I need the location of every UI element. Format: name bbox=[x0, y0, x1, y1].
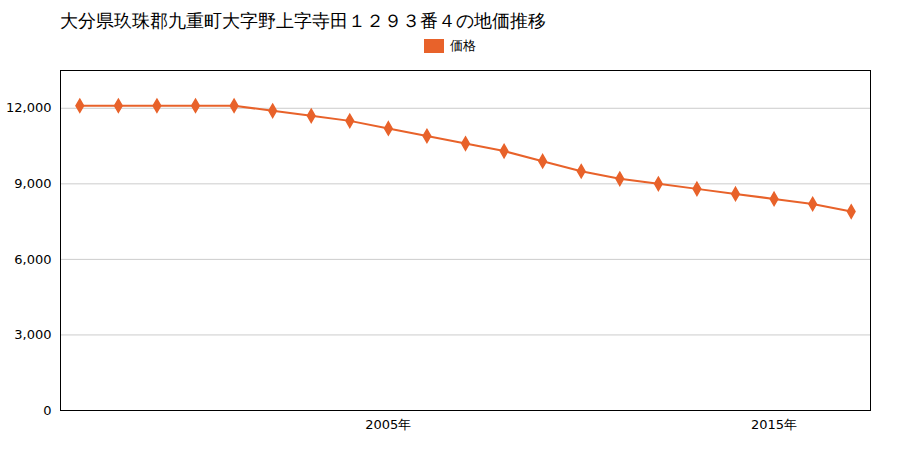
svg-text:0: 0 bbox=[43, 403, 51, 418]
svg-text:12,000: 12,000 bbox=[6, 100, 52, 115]
html-text:価格: 価格 bbox=[450, 38, 476, 53]
svg-text:6,000: 6,000 bbox=[14, 252, 51, 267]
svg-text:3,000: 3,000 bbox=[14, 327, 51, 342]
svg-text:2005年: 2005年 bbox=[365, 417, 411, 432]
html-text:大分県玖珠郡九重町大字野上字寺田１２９３番４の地価推移: 大分県玖珠郡九重町大字野上字寺田１２９３番４の地価推移 bbox=[60, 10, 546, 31]
svg-text:2015年: 2015年 bbox=[751, 417, 797, 432]
svg-text:9,000: 9,000 bbox=[14, 176, 51, 191]
